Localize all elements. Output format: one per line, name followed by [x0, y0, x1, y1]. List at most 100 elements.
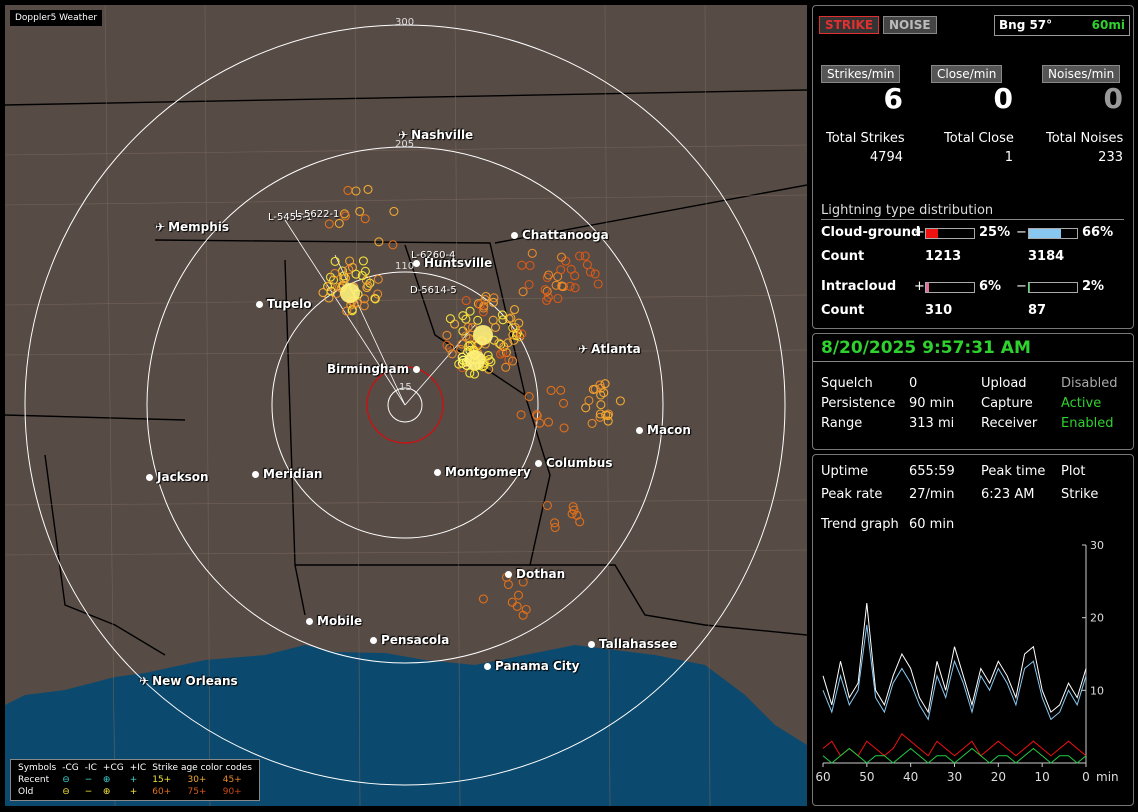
- strike-id-label: L-5455-1: [268, 212, 313, 223]
- strike-marker: [479, 301, 489, 311]
- city-atlanta: ✈ Atlanta: [578, 342, 641, 356]
- legend-age: 30+: [187, 775, 207, 785]
- pos-ic-old-icon: +: [129, 787, 138, 797]
- strike-marker: [585, 267, 595, 277]
- strike-marker: [600, 379, 610, 389]
- strike-marker: [527, 248, 537, 258]
- strike-marker: [550, 522, 560, 533]
- county-lines: [5, 5, 807, 806]
- strike-marker: [363, 184, 373, 194]
- strike-marker: [550, 518, 560, 528]
- plot-value[interactable]: Strike: [1061, 487, 1099, 502]
- neg-cg-recent-icon: ⊖: [62, 775, 70, 785]
- strike-id-label: L-6260-4: [411, 250, 456, 261]
- city-dot-icon: [636, 427, 643, 434]
- city-chattanooga: Chattanooga: [511, 228, 609, 242]
- range-ring-205: [146, 146, 664, 664]
- strike-marker: [504, 354, 514, 365]
- strike-marker: [558, 398, 569, 408]
- capture-value: Active: [1061, 396, 1102, 411]
- strike-marker: [450, 319, 460, 329]
- strike-button[interactable]: STRIKE: [819, 16, 880, 34]
- y-tick-label: 20: [1090, 612, 1104, 625]
- trend-series-line: [822, 747, 1087, 764]
- strike-marker: [556, 252, 567, 262]
- strike-marker: [518, 577, 528, 587]
- strike-marker: [357, 271, 367, 281]
- strike-marker: [595, 380, 605, 390]
- city-nashville: ✈ Nashville: [398, 128, 474, 142]
- strike-marker: [570, 283, 580, 293]
- strike-marker: [509, 335, 519, 345]
- strike-marker: [568, 502, 578, 512]
- neg-ic-old-icon: −: [84, 787, 93, 797]
- strike-marker: [373, 274, 383, 284]
- datetime-display: 8/20/2025 9:57:31 AM: [821, 338, 1031, 358]
- city-dot-icon: [146, 474, 153, 481]
- trend-series-line: [822, 603, 1087, 714]
- legend-age: 15+: [152, 775, 172, 785]
- plot-label: Plot: [1061, 464, 1086, 479]
- range-ring-110: [271, 271, 539, 539]
- strike-marker: [524, 279, 534, 290]
- strikes-per-min-label: Strikes/min: [821, 65, 901, 83]
- strike-marker: [524, 392, 534, 402]
- x-tick-label: 40: [903, 770, 918, 784]
- city-panama-city: Panama City: [484, 659, 579, 673]
- strike-marker: [340, 211, 350, 221]
- range-label: Range: [821, 416, 863, 431]
- city-new-orleans: ✈ New Orleans: [139, 674, 238, 688]
- cg-negative-count: 3184: [1028, 249, 1065, 264]
- city-dot-icon: [484, 663, 491, 670]
- strike-marker: [565, 281, 575, 291]
- strike-marker: [601, 410, 611, 420]
- strike-marker: [360, 214, 370, 224]
- ic-positive-bar: [925, 282, 975, 293]
- upload-label: Upload: [981, 376, 1027, 391]
- city-mobile: Mobile: [306, 614, 362, 628]
- strike-marker: [330, 268, 340, 279]
- strike-marker: [355, 206, 365, 216]
- strike-marker: [569, 505, 579, 515]
- strike-marker: [575, 251, 585, 261]
- noise-button[interactable]: NOISE: [883, 16, 937, 34]
- pos-cg-old-icon: ⊕: [102, 787, 111, 797]
- inner-ring: [387, 387, 423, 423]
- lightning-map[interactable]: Doppler5 Weather 300 205 110 15 L-5455-1…: [5, 5, 807, 806]
- ic-negative-bar: [1028, 282, 1078, 293]
- strike-marker: [342, 306, 352, 316]
- receiver-label: Receiver: [981, 416, 1038, 431]
- airport-icon: ✈: [139, 674, 150, 688]
- strike-marker: [543, 417, 554, 427]
- bearing-range: 60mi: [1091, 18, 1125, 32]
- ic-negative-pct: 2%: [1082, 279, 1105, 294]
- city-dot-icon: [306, 618, 313, 625]
- legend-header: +CG: [102, 763, 124, 773]
- minus-sign: −: [1016, 279, 1027, 294]
- total-strikes-label: Total Strikes: [826, 131, 905, 146]
- strike-marker: [465, 306, 475, 316]
- strike-marker: [584, 395, 594, 406]
- strike-marker: [478, 594, 488, 604]
- strikes-per-min-value: 6: [883, 82, 903, 115]
- total-strikes-value: 4794: [869, 150, 903, 165]
- strike-marker: [546, 385, 556, 395]
- city-tupelo: Tupelo: [256, 297, 312, 311]
- strike-marker: [599, 388, 609, 398]
- strike-cluster-core: [465, 350, 485, 370]
- strike-marker: [469, 369, 480, 379]
- strike-marker: [339, 271, 349, 281]
- strike-marker: [517, 260, 527, 270]
- city-dot-icon: [505, 571, 512, 578]
- strike-marker: [345, 256, 355, 266]
- strike-marker: [370, 294, 380, 304]
- strike-marker: [486, 357, 496, 367]
- x-tick-label: 20: [991, 770, 1006, 784]
- pos-ic-recent-icon: +: [129, 775, 138, 785]
- strike-marker: [518, 610, 528, 620]
- strike-marker: [461, 296, 471, 306]
- strike-marker: [498, 315, 508, 325]
- capture-label: Capture: [981, 396, 1033, 411]
- x-unit-label: min: [1096, 770, 1119, 784]
- trend-graph-value[interactable]: 60 min: [909, 517, 955, 532]
